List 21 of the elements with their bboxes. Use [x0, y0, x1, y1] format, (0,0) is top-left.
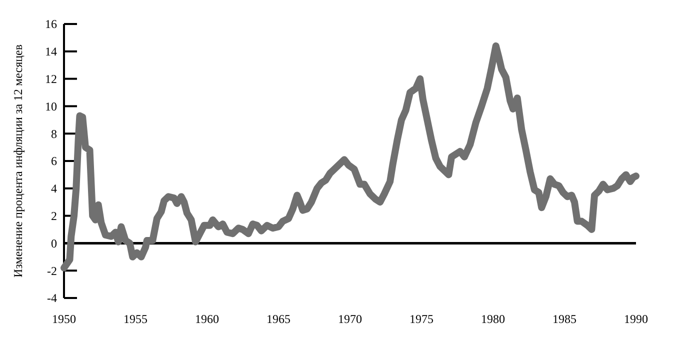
x-tick-label: 1975: [410, 312, 434, 326]
y-tick-label: -2: [47, 264, 57, 278]
y-tick-label: -4: [47, 291, 57, 306]
y-tick-label: 0: [51, 236, 57, 250]
x-tick-label: 1970: [338, 312, 362, 326]
x-tick-label: 1980: [481, 312, 505, 326]
y-axis-title: Изменение процента инфляции за 12 месяцев: [11, 44, 25, 278]
y-tick-label: 16: [45, 17, 57, 32]
y-tick-label: 12: [45, 72, 57, 86]
x-tick-label: 1985: [552, 312, 576, 326]
y-tick-label: 14: [45, 44, 57, 59]
x-tick-label: 1950: [52, 312, 76, 326]
x-tick-label: 1955: [124, 312, 148, 326]
x-tick-label: 1990: [624, 312, 648, 326]
y-tick-label: 2: [51, 209, 57, 223]
y-tick-label: 8: [51, 126, 57, 141]
y-tick-label: 10: [45, 99, 57, 114]
y-tick-label: 6: [51, 154, 57, 168]
x-tick-label: 1965: [266, 312, 290, 326]
y-tick-label: 4: [51, 182, 57, 196]
x-tick-label: 1960: [195, 312, 219, 326]
